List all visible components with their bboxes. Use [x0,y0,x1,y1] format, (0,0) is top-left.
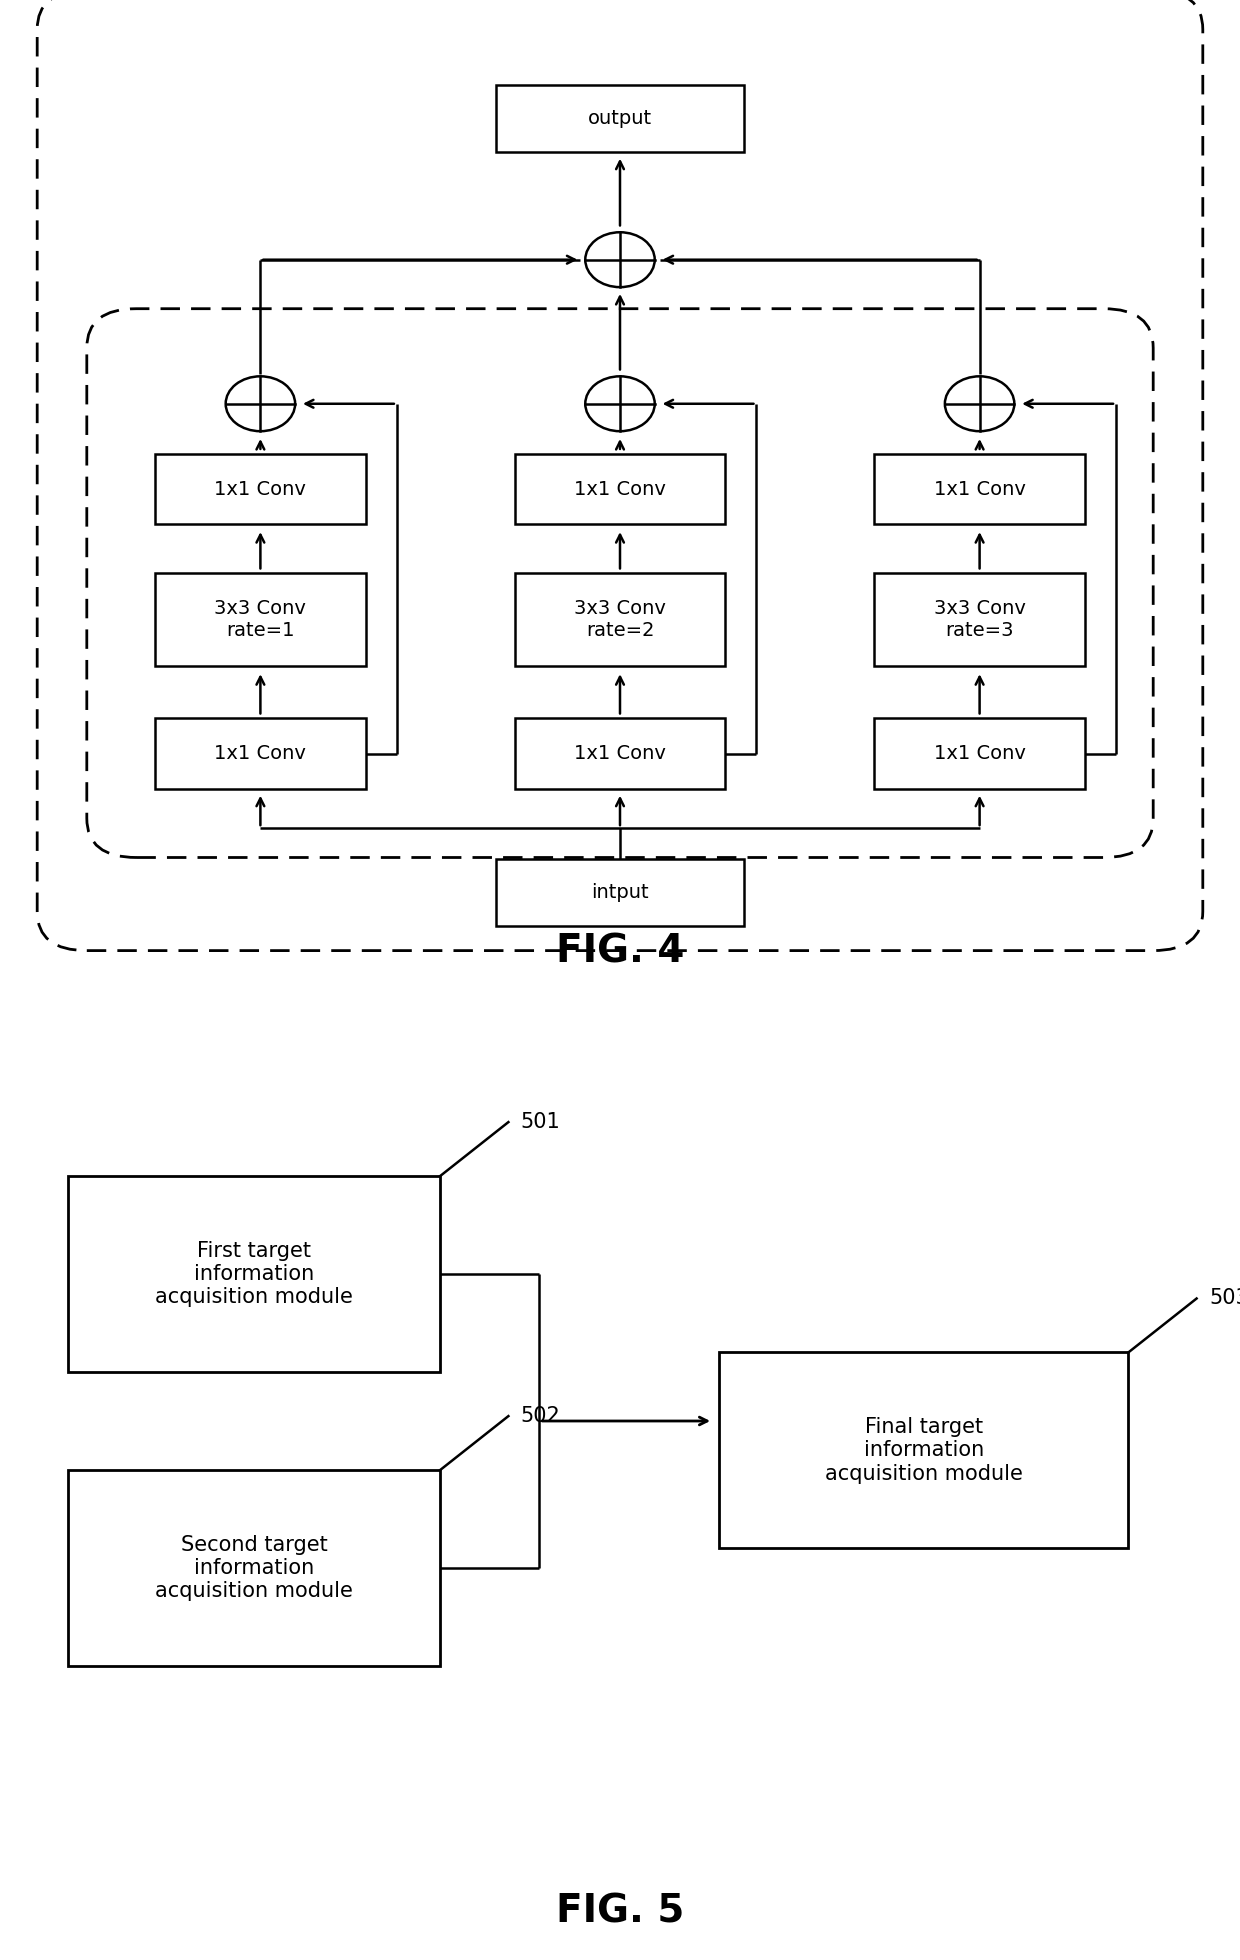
Text: 502: 502 [521,1405,560,1427]
FancyBboxPatch shape [155,719,366,788]
FancyBboxPatch shape [874,453,1085,523]
FancyBboxPatch shape [155,453,366,523]
Text: FIG. 5: FIG. 5 [556,1893,684,1931]
Text: 3x3 Conv
rate=1: 3x3 Conv rate=1 [215,600,306,641]
FancyBboxPatch shape [874,572,1085,666]
FancyBboxPatch shape [515,572,725,666]
FancyBboxPatch shape [496,84,744,153]
Text: First target
information
acquisition module: First target information acquisition mod… [155,1241,353,1307]
Text: 1x1 Conv: 1x1 Conv [215,745,306,762]
Text: 1x1 Conv: 1x1 Conv [574,480,666,498]
FancyBboxPatch shape [37,0,1203,951]
FancyBboxPatch shape [155,572,366,666]
Text: 503: 503 [1209,1288,1240,1309]
Text: 1x1 Conv: 1x1 Conv [934,480,1025,498]
Text: FIG. 4: FIG. 4 [556,933,684,970]
Text: 1x1 Conv: 1x1 Conv [934,745,1025,762]
FancyBboxPatch shape [87,308,1153,858]
Text: 3x3 Conv
rate=3: 3x3 Conv rate=3 [934,600,1025,641]
Text: Second target
information
acquisition module: Second target information acquisition mo… [155,1535,353,1601]
FancyBboxPatch shape [515,719,725,788]
FancyBboxPatch shape [68,1176,440,1372]
FancyBboxPatch shape [515,453,725,523]
Text: 3x3 Conv
rate=2: 3x3 Conv rate=2 [574,600,666,641]
Text: Final target
information
acquisition module: Final target information acquisition mod… [825,1417,1023,1484]
Text: 1x1 Conv: 1x1 Conv [574,745,666,762]
FancyBboxPatch shape [68,1470,440,1666]
FancyBboxPatch shape [719,1352,1128,1548]
Text: intput: intput [591,884,649,902]
Text: 1x1 Conv: 1x1 Conv [215,480,306,498]
FancyBboxPatch shape [496,858,744,927]
FancyBboxPatch shape [874,719,1085,788]
Text: output: output [588,110,652,127]
Text: 501: 501 [521,1111,560,1133]
